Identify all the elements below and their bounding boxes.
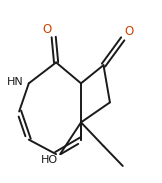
Text: O: O	[43, 23, 52, 36]
Text: HN: HN	[7, 77, 23, 87]
Text: HO: HO	[41, 155, 58, 165]
Text: O: O	[125, 25, 134, 38]
